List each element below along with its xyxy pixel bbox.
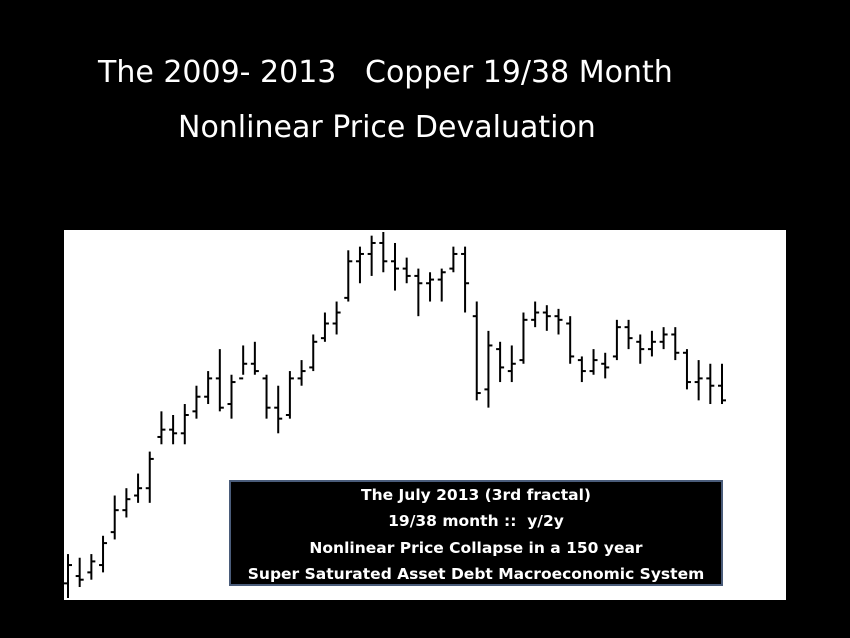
slide-subtitle: Nonlinear Price Devaluation [178,110,596,145]
annotation: Super Saturated Asset Debt Macroeconomic… [248,565,705,583]
slide-title: The 2009- 2013 Copper 19/38 Month [97,55,673,90]
annotation-box [229,480,723,586]
annotation: Nonlinear Price Collapse in a 150 year [309,539,643,557]
bars [64,232,726,598]
annotation: 19/38 month :: y/2y [388,512,564,530]
annotation: The July 2013 (3rd fractal) [361,486,591,504]
